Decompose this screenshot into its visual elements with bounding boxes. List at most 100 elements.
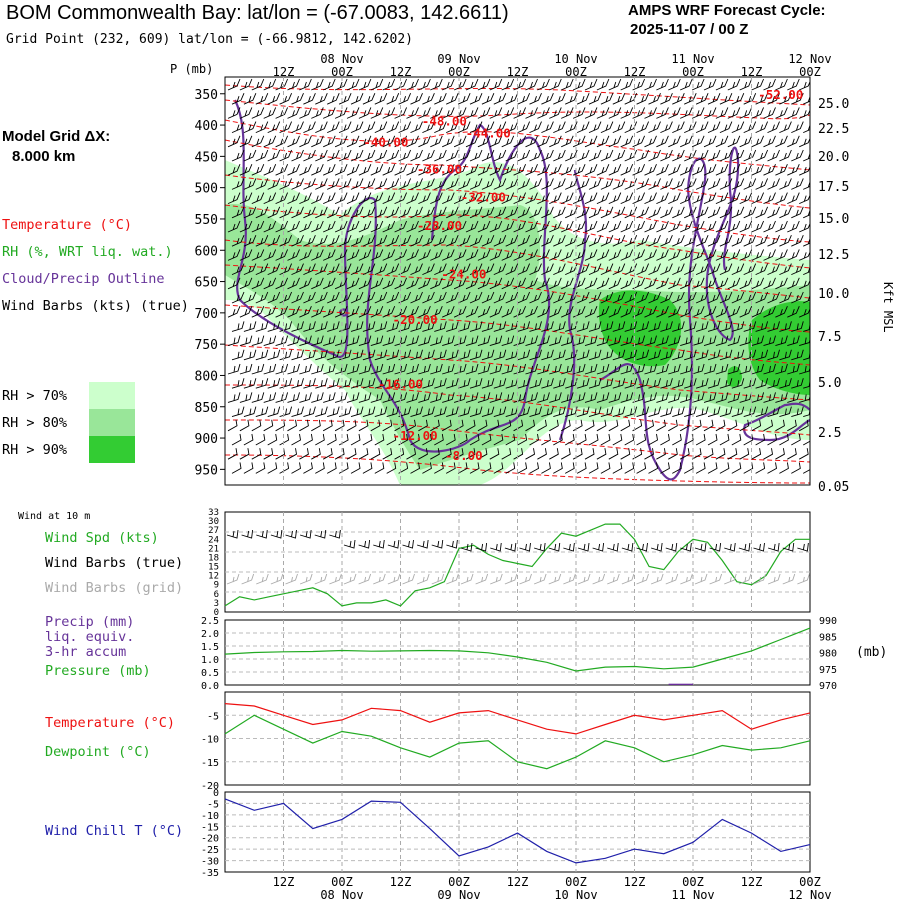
wind-barb xyxy=(695,178,709,190)
wind-barb xyxy=(799,137,810,148)
wind-barb xyxy=(481,235,495,247)
wind-barb xyxy=(707,178,721,190)
wind-barb xyxy=(489,419,500,432)
wind-barb xyxy=(596,78,610,91)
temp-contour xyxy=(225,454,810,484)
wind-barb xyxy=(322,419,333,432)
wind-barb-grid xyxy=(592,573,606,585)
wind-barb xyxy=(672,349,685,361)
wind-barb xyxy=(477,363,491,375)
wind-barb xyxy=(513,419,524,432)
wind-barb xyxy=(422,206,435,219)
pressure-tick-label: 650 xyxy=(195,276,218,291)
wind-barb xyxy=(453,419,464,432)
wind-barb xyxy=(430,192,443,205)
wind-barb xyxy=(263,78,277,91)
wind-barb xyxy=(767,433,777,446)
wind-barb xyxy=(680,135,693,148)
wind-barb xyxy=(255,349,269,361)
bottom-hour-label: 12Z xyxy=(273,875,295,889)
wind-barb xyxy=(576,235,590,247)
wind-barb xyxy=(561,135,574,148)
wind-barb xyxy=(691,135,705,148)
wind-barb-true xyxy=(753,542,765,552)
wind-barb xyxy=(299,78,312,91)
wind-barb xyxy=(358,135,372,148)
wind-barb xyxy=(787,419,797,432)
wind-barb xyxy=(584,192,598,205)
wind-barb xyxy=(469,263,483,276)
wind-barb xyxy=(418,306,431,318)
wind-barb xyxy=(477,220,491,233)
wind-barb-grid xyxy=(797,573,810,585)
wind-barb xyxy=(779,291,792,304)
wind-barb xyxy=(311,419,321,432)
wind-barb xyxy=(660,206,673,219)
wind-barb xyxy=(231,462,242,474)
wind-barb xyxy=(755,178,769,190)
wind-barb xyxy=(739,135,753,148)
wind-barb xyxy=(743,349,757,361)
wind-barb xyxy=(791,93,804,105)
wind-barb xyxy=(648,321,661,332)
wind-barb xyxy=(442,249,455,261)
wind-barb xyxy=(632,220,646,233)
wind-barb-true xyxy=(650,542,663,552)
wind-barb xyxy=(481,263,495,276)
wind-barb xyxy=(422,263,435,276)
wind-barb xyxy=(267,235,281,247)
wind-barb xyxy=(446,349,459,361)
precip-tick-label: 2.5 xyxy=(201,616,219,627)
wind-barb xyxy=(600,235,614,247)
wind-barb xyxy=(418,78,431,91)
wind-barb xyxy=(743,121,757,134)
wind-barb xyxy=(529,235,542,247)
wind-barb xyxy=(513,363,527,375)
temp-contour xyxy=(225,384,810,436)
wind-barb xyxy=(624,321,638,332)
wind-barb xyxy=(477,164,491,176)
wind-barb xyxy=(299,335,312,347)
wind-barb xyxy=(608,135,622,148)
wind-barb xyxy=(572,135,586,148)
wind-barb xyxy=(406,192,419,205)
wind-barb xyxy=(572,419,583,432)
height-tick-label: 7.5 xyxy=(818,330,841,345)
wind-barb xyxy=(553,235,566,247)
wind-chill-line xyxy=(224,798,811,864)
wind-barb xyxy=(624,206,638,219)
wind-barb xyxy=(763,135,776,148)
wind-barb xyxy=(561,107,574,119)
wind-barb xyxy=(322,448,333,460)
wind-barb xyxy=(755,406,769,418)
wind-barb xyxy=(442,392,455,403)
wind-barb xyxy=(707,235,721,247)
wind-barb xyxy=(739,419,750,432)
wind-barb xyxy=(624,121,638,134)
wind-barb xyxy=(680,164,693,176)
wind-barb xyxy=(715,107,729,119)
wind-barb xyxy=(560,448,571,460)
wind-barb xyxy=(644,306,657,318)
wind-barb xyxy=(255,378,269,389)
wind-barb xyxy=(715,448,726,460)
bottom-day-label: 10 Nov xyxy=(554,888,597,900)
precip-tick-label: 2.0 xyxy=(201,629,219,640)
wind-barb xyxy=(787,78,800,91)
wind-barb xyxy=(680,277,693,290)
wind-barb xyxy=(775,448,785,460)
wind-barb xyxy=(596,220,610,233)
wind-barb xyxy=(263,392,277,403)
wind-barb xyxy=(362,149,376,162)
wind-barb xyxy=(779,121,792,134)
wind-barb xyxy=(517,321,531,332)
wind-barb xyxy=(481,433,492,446)
temperature-contour-label: -20.00 xyxy=(393,312,438,327)
wind-barb xyxy=(707,121,721,134)
wind-barb xyxy=(727,220,741,233)
wind-barb xyxy=(477,419,488,432)
wind-barb-grid xyxy=(504,573,518,585)
wind-barb xyxy=(763,277,776,290)
wind-barb xyxy=(358,192,372,205)
